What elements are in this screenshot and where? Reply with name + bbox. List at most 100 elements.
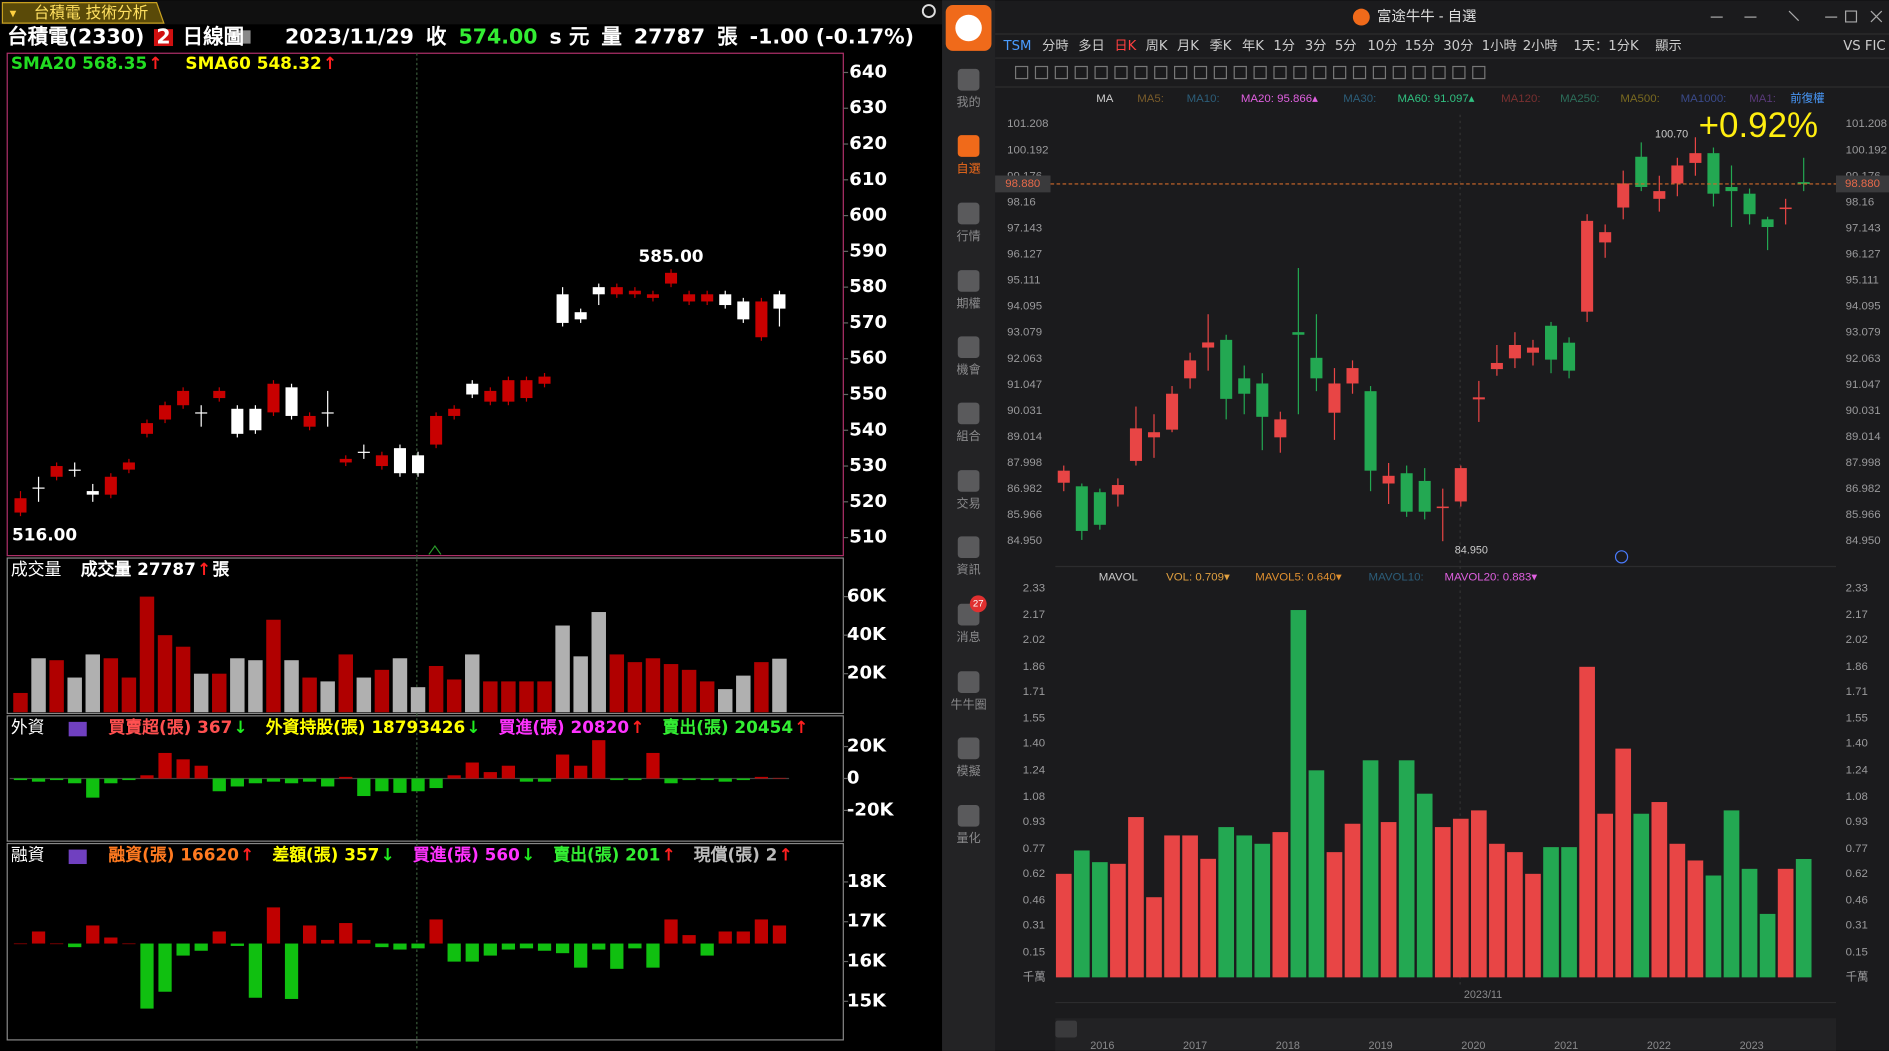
tool-icon[interactable] <box>1134 65 1148 80</box>
toolbar-item[interactable]: 1分 <box>1273 38 1295 54</box>
menu-icon[interactable] <box>237 30 251 44</box>
tool-icon[interactable] <box>1094 65 1108 80</box>
legend-arrow: ↑ <box>197 559 211 579</box>
tool-icon[interactable] <box>1412 65 1426 80</box>
sidebar-label[interactable]: 行情 <box>957 229 981 243</box>
tool-icon[interactable] <box>1313 65 1327 80</box>
tool-icon[interactable] <box>1253 65 1267 80</box>
bar <box>610 778 624 781</box>
toolbar-item[interactable]: 季K <box>1210 38 1232 54</box>
ma-legend[interactable]: 前復權 <box>1790 91 1824 105</box>
toolbar-item[interactable]: 5分 <box>1335 38 1357 54</box>
bar <box>284 943 299 999</box>
window-control[interactable] <box>1788 10 1800 22</box>
tool-icon[interactable] <box>1333 65 1347 80</box>
window-control[interactable] <box>1870 10 1883 23</box>
toolbar-item[interactable]: 15分 <box>1405 38 1435 54</box>
bar <box>13 692 28 713</box>
y-tick-label: -20K <box>847 799 895 820</box>
toolbar-item[interactable]: 周K <box>1146 39 1168 54</box>
toolbar-item[interactable]: 日K <box>1114 39 1136 54</box>
tab[interactable] <box>1 2 165 24</box>
tool-icon[interactable] <box>1233 65 1247 80</box>
toolbar-item[interactable]: TSM <box>1003 39 1032 54</box>
toolbar-item[interactable]: 年K <box>1242 38 1264 54</box>
sidebar-icon[interactable] <box>957 737 980 760</box>
sidebar-icon[interactable] <box>957 68 980 91</box>
sidebar-icon[interactable] <box>957 336 980 359</box>
sidebar-icon[interactable] <box>957 270 980 292</box>
zoom-icon[interactable] <box>921 4 936 19</box>
tool-icon[interactable] <box>1293 65 1307 80</box>
tool-icon[interactable] <box>1452 65 1466 80</box>
sidebar-icon[interactable] <box>957 470 980 492</box>
tool-icon[interactable] <box>1074 65 1088 80</box>
ma-legend: MA120: <box>1501 93 1540 105</box>
toolbar-item[interactable]: 1天：1分K <box>1573 38 1639 54</box>
sidebar-label[interactable]: 交易 <box>957 495 981 510</box>
sidebar-label[interactable]: 自選 <box>957 161 981 175</box>
tool-icon[interactable] <box>1114 65 1128 80</box>
tool-icon[interactable] <box>1432 65 1446 80</box>
sidebar-label[interactable]: 牛牛圈 <box>951 697 987 712</box>
sidebar-icon[interactable] <box>957 402 980 425</box>
toolbar-item[interactable]: VS FIC <box>1843 39 1885 54</box>
bar <box>284 660 299 713</box>
sidebar-icon[interactable] <box>957 202 980 225</box>
margin-panel <box>6 842 844 1041</box>
tool-icon[interactable] <box>1034 65 1049 80</box>
tool-icon[interactable] <box>1372 65 1387 80</box>
candle-body <box>1202 342 1215 348</box>
sidebar-icon[interactable] <box>957 804 980 827</box>
tool-icon[interactable] <box>1392 65 1406 80</box>
sidebar-label[interactable]: 期權 <box>957 296 981 310</box>
sidebar-icon[interactable] <box>957 536 980 559</box>
sidebar-label[interactable]: 資訊 <box>957 562 981 577</box>
tool-icon[interactable] <box>1352 65 1367 80</box>
legend-text: 買賣超(張) 367 <box>108 717 232 737</box>
toolbar-item[interactable]: 多日 <box>1078 37 1105 54</box>
tool-icon[interactable] <box>1014 65 1029 80</box>
tool-icon[interactable] <box>1273 65 1287 80</box>
sidebar-icon[interactable] <box>957 671 980 693</box>
toolbar-item[interactable]: 2小時 <box>1523 38 1558 54</box>
toolbar-item[interactable]: 顯示 <box>1655 39 1682 54</box>
event-icon[interactable] <box>1614 550 1629 564</box>
toolbar-item[interactable]: 10分 <box>1367 38 1397 54</box>
candle-body <box>213 390 226 399</box>
bar <box>1579 666 1595 978</box>
sidebar-label[interactable]: 消息 <box>957 629 981 644</box>
sidebar-label[interactable]: 量化 <box>957 831 981 845</box>
tool-icon[interactable] <box>1472 65 1486 80</box>
bar <box>1290 610 1307 978</box>
tool-icon[interactable] <box>1154 65 1168 80</box>
tool-icon[interactable] <box>1193 65 1208 80</box>
sidebar-label[interactable]: 模擬 <box>957 763 981 778</box>
window-control[interactable] <box>1845 10 1858 23</box>
tab-title[interactable]: 台積電 技術分析 <box>34 3 149 22</box>
bar <box>465 762 479 779</box>
foreign-icon[interactable] <box>68 721 87 737</box>
navigator-handle[interactable] <box>1055 1020 1078 1038</box>
tool-icon[interactable] <box>1213 65 1228 80</box>
year-label: 2021 <box>1554 1040 1578 1051</box>
tool-icon[interactable] <box>1054 65 1068 80</box>
toolbar-item[interactable]: 月K <box>1177 39 1199 54</box>
bar <box>375 778 389 792</box>
sidebar-label[interactable]: 組合 <box>957 428 981 443</box>
bar <box>339 776 353 779</box>
panel-title: 成交量 <box>11 559 62 579</box>
tool-icon[interactable] <box>1173 65 1188 80</box>
margin-icon[interactable] <box>68 849 87 865</box>
bar <box>104 937 118 944</box>
sidebar-label[interactable]: 我的 <box>957 94 981 109</box>
navigator[interactable] <box>1055 1018 1836 1051</box>
bar <box>266 619 281 713</box>
panel-title: 融資 <box>11 845 45 865</box>
toolbar-item[interactable]: 1小時 <box>1482 38 1517 54</box>
sidebar-icon[interactable] <box>957 135 980 157</box>
toolbar-item[interactable]: 3分 <box>1305 38 1327 54</box>
toolbar-item[interactable]: 分時 <box>1042 38 1069 54</box>
toolbar-item[interactable]: 30分 <box>1443 38 1473 54</box>
sidebar-label[interactable]: 機會 <box>957 362 981 377</box>
